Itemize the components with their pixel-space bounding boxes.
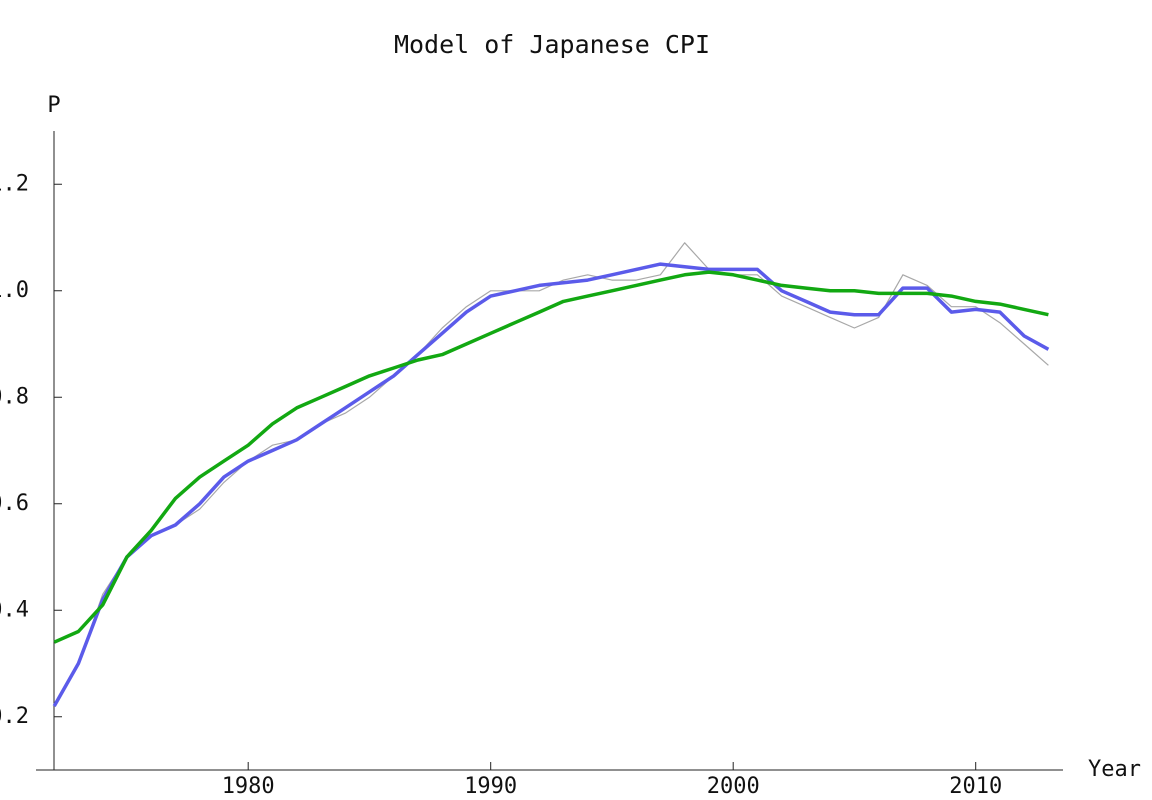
y-tick-label: 0.6	[0, 491, 29, 516]
x-tick-label: 1990	[464, 774, 517, 799]
y-axis-label: P	[47, 93, 60, 118]
y-tick-label: 0.8	[0, 384, 29, 409]
y-tick-label: 0.4	[0, 597, 29, 622]
x-tick-label: 2000	[707, 774, 760, 799]
series-line	[53, 270, 1049, 644]
chart-title: Model of Japanese CPI	[394, 30, 710, 59]
y-tick-label: 1.2	[0, 171, 29, 196]
y-tick-label: 0.2	[0, 704, 29, 729]
series-line	[52, 262, 1050, 707]
x-tick-label: 1980	[222, 774, 275, 799]
y-tick-label: 1.0	[0, 278, 29, 303]
x-tick-label: 2010	[949, 774, 1002, 799]
x-axis-label: Year	[1088, 757, 1141, 782]
